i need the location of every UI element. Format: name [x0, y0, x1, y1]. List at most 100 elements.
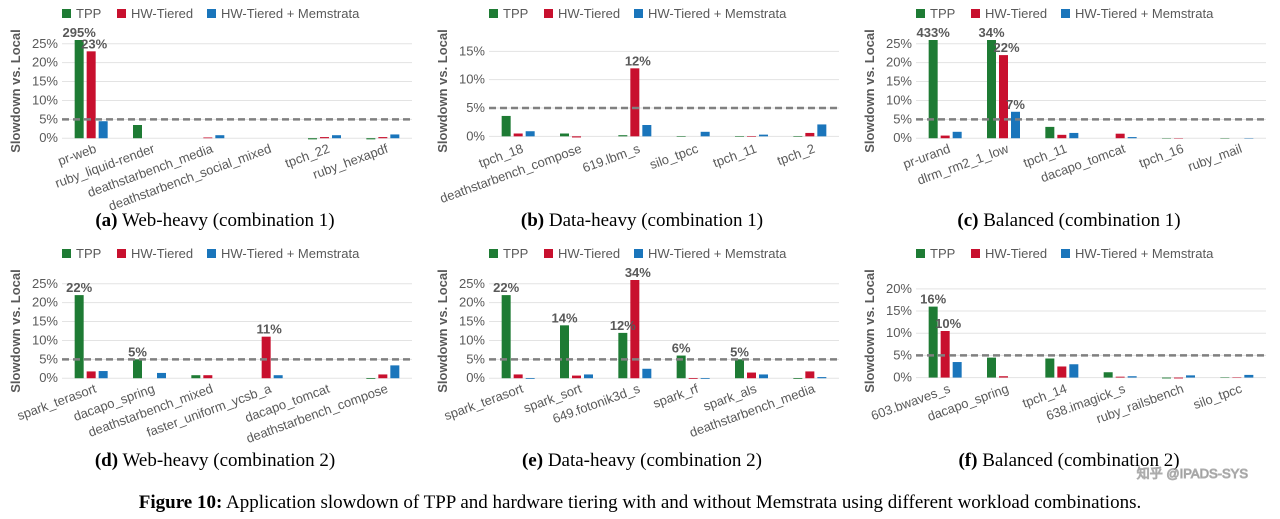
y-tick-label: 15% — [886, 74, 912, 89]
y-tick-label: 5% — [466, 100, 485, 115]
bar — [759, 374, 768, 379]
panel-caption-text: Balanced (combination 2) — [982, 450, 1179, 471]
y-tick-label: 10% — [886, 325, 912, 340]
data-label: 12% — [625, 53, 651, 68]
y-tick-label: 25% — [32, 276, 58, 291]
y-tick-label: 10% — [32, 92, 58, 107]
panel-caption: (e) Data-heavy (combination 2) — [522, 450, 762, 471]
bar — [1174, 377, 1183, 379]
bar — [642, 125, 652, 137]
bar — [805, 371, 815, 379]
bar — [676, 136, 686, 137]
y-tick-label: 10% — [459, 332, 485, 347]
bar — [735, 359, 744, 379]
figure-caption-label: Figure 10: — [139, 492, 223, 513]
legend-label: HW-Tiered + Memstrata — [1075, 246, 1214, 261]
y-axis-label: Slowdown vs. Local — [435, 269, 450, 393]
bars — [74, 40, 400, 140]
bar — [332, 135, 341, 139]
bar — [560, 133, 569, 137]
data-label: 11% — [257, 322, 283, 337]
bar — [560, 325, 569, 379]
panel: TPP HW-Tiered HW-Tiered + Memstrata Slowdow… — [862, 6, 1266, 231]
bars — [928, 40, 1254, 139]
panel-caption-text: Balanced (combination 1) — [983, 210, 1180, 231]
bar — [366, 378, 376, 379]
bar — [203, 375, 213, 379]
bar — [513, 133, 523, 137]
bar — [584, 374, 593, 379]
panel-caption: (c) Balanced (combination 1) — [957, 210, 1180, 231]
bar — [630, 280, 640, 379]
data-label: 7% — [1006, 97, 1025, 112]
bar — [1244, 374, 1254, 378]
x-tick-label: tpch_16 — [1137, 141, 1186, 171]
x-tick-label: tpch_2 — [775, 141, 817, 168]
y-axis-label: Slowdown vs. Local — [862, 269, 877, 393]
legend-swatch — [207, 9, 216, 18]
legend-swatch — [117, 9, 126, 18]
legend-swatch — [1061, 249, 1070, 258]
legend-swatch — [62, 9, 71, 18]
legend-swatch — [62, 249, 71, 258]
legend-swatch — [634, 9, 643, 18]
bar — [952, 362, 962, 378]
y-tick-label: 15% — [32, 74, 58, 89]
panel-caption-label: (a) — [95, 210, 117, 231]
panel: TPP HW-Tiered HW-Tiered + Memstrata Slowdow… — [862, 246, 1266, 471]
y-tick-label: 20% — [886, 281, 912, 296]
legend-swatch — [544, 249, 553, 258]
y-tick-label: 25% — [459, 276, 485, 291]
bar — [805, 132, 815, 137]
bar — [642, 368, 652, 379]
legend-label: TPP — [930, 6, 955, 21]
y-tick-label: 10% — [886, 92, 912, 107]
bar — [1069, 132, 1079, 139]
y-axis-label: Slowdown vs. Local — [435, 29, 450, 153]
bar — [1162, 377, 1171, 379]
legend-label: HW-Tiered — [558, 6, 620, 21]
bar — [700, 131, 710, 137]
bar — [618, 332, 628, 379]
y-tick-label: 10% — [459, 72, 485, 87]
bar — [273, 375, 283, 379]
panel-caption: (a) Web-heavy (combination 1) — [95, 210, 334, 231]
legend-swatch — [1061, 9, 1070, 18]
y-tick-label: 15% — [459, 43, 485, 58]
x-tick-label: spark_rf — [651, 381, 701, 411]
panel-caption-label: (d) — [95, 450, 118, 471]
y-tick-label: 0% — [893, 130, 912, 145]
bar — [261, 336, 271, 379]
bar — [700, 378, 710, 379]
bar — [952, 131, 962, 139]
legend-swatch — [489, 9, 498, 18]
y-tick-label: 20% — [459, 295, 485, 310]
y-axis-label: Slowdown vs. Local — [8, 269, 23, 393]
legend-label: HW-Tiered + Memstrata — [648, 246, 787, 261]
x-tick-label: ruby_mail — [1186, 141, 1244, 174]
x-tick-label: silo_tpcc — [648, 141, 701, 173]
y-tick-label: 0% — [39, 370, 58, 385]
bar — [1103, 372, 1113, 378]
y-tick-label: 10% — [32, 332, 58, 347]
data-label: 34% — [625, 265, 651, 280]
bar — [1069, 364, 1079, 378]
bar — [1011, 111, 1020, 139]
legend-swatch — [971, 9, 980, 18]
y-tick-label: 5% — [466, 351, 485, 366]
bar — [759, 134, 768, 137]
legend-swatch — [971, 249, 980, 258]
bar — [793, 378, 803, 379]
y-tick-label: 15% — [886, 303, 912, 318]
bar — [688, 378, 698, 379]
panel-caption: (f) Balanced (combination 2) — [958, 450, 1179, 471]
bar — [630, 68, 640, 137]
bars — [74, 295, 400, 379]
figure-caption-text: Application slowdown of TPP and hardware… — [226, 492, 1141, 513]
panel-caption-label: (c) — [957, 210, 978, 231]
bar — [215, 135, 225, 139]
y-tick-label: 15% — [32, 314, 58, 329]
y-tick-label: 15% — [459, 314, 485, 329]
bar — [525, 378, 535, 379]
bar — [157, 372, 166, 379]
